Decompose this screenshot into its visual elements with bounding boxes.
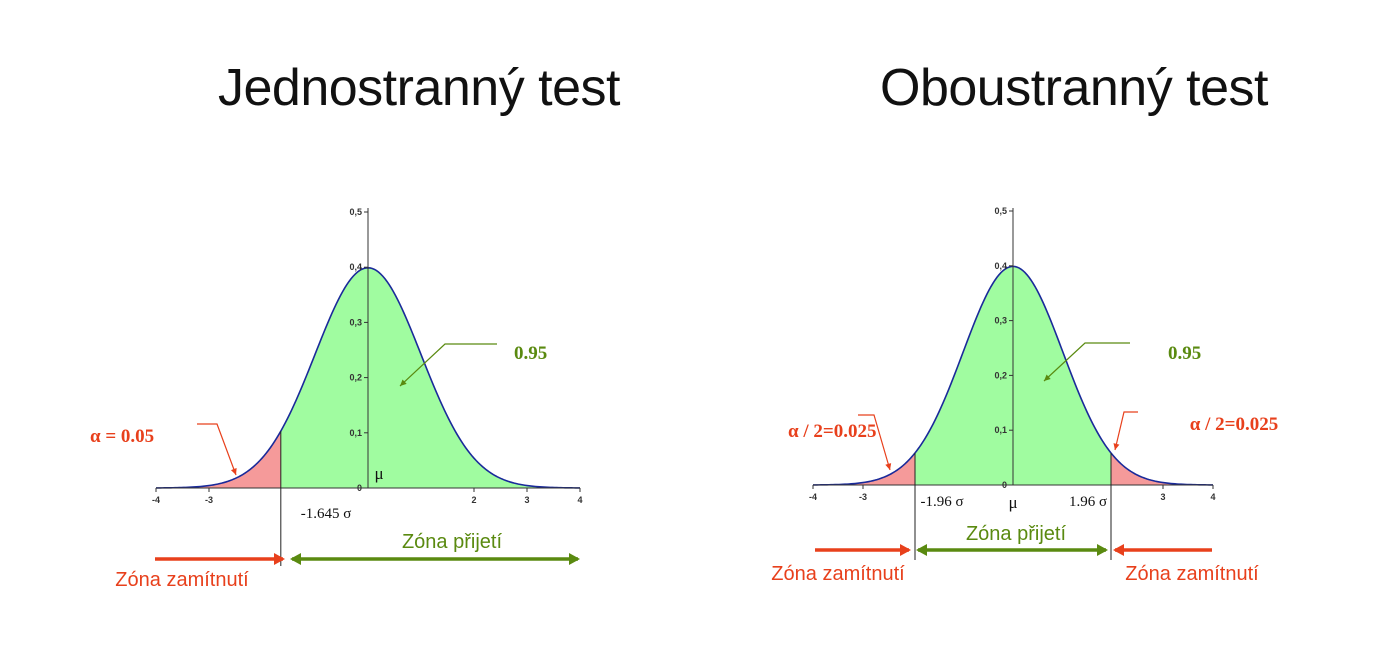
critical-value-left-label: -1.645 σ [301, 506, 352, 522]
y-tick-label: 0,3 [349, 317, 362, 327]
zone-accept-label: Zóna přijetí [966, 523, 1066, 545]
left-rejection-area-callout-label: α = 0.05 [90, 426, 154, 447]
left-rejection-area-callout-arrowhead [230, 468, 237, 475]
mu-label: μ [1008, 493, 1017, 512]
left-rejection-area-callout-label: α / 2=0.025 [788, 421, 876, 442]
right-rejection-area-callout-arrowhead [1113, 443, 1120, 450]
accept-arrow-head [290, 553, 301, 565]
y-tick-label: 0,4 [349, 262, 362, 272]
y-tick-label: 0,5 [349, 207, 362, 217]
y-tick-label: 0 [357, 483, 362, 493]
zone-accept-label: Zóna přijetí [402, 531, 502, 553]
y-tick-label: 0,3 [994, 316, 1007, 326]
reject-left-arrow-head [900, 544, 911, 556]
left-rejection-area-callout-arrowhead [885, 463, 892, 470]
acceptance-area-callout-label: 0.95 [1168, 343, 1201, 364]
rejection-region-2 [1111, 452, 1213, 485]
x-tick-label: 4 [1210, 492, 1215, 502]
x-tick-label: -3 [859, 492, 867, 502]
zone-reject-right-label: Zóna zamítnutí [1125, 563, 1259, 585]
left-rejection-area-callout-leader-line [858, 414, 891, 471]
critical-value-right-label: 1.96 σ [1069, 494, 1107, 510]
y-tick-label: 0,2 [994, 370, 1007, 380]
y-tick-label: 0,1 [994, 425, 1007, 435]
mu-label: μ [374, 464, 383, 483]
right-rejection-area-callout-label: α / 2=0.025 [1190, 414, 1278, 435]
zone-reject-left-label: Zóna zamítnutí [771, 563, 905, 585]
x-tick-label: -3 [205, 495, 213, 505]
chart-title-one-sided: Jednostranný test [218, 59, 620, 117]
reject-left-arrow-head [274, 553, 285, 565]
accept-arrow-head [569, 553, 580, 565]
acceptance-area-callout-label: 0.95 [514, 343, 547, 364]
critical-value-left-label: -1.96 σ [920, 494, 963, 510]
reject-right-arrow-head [1113, 544, 1124, 556]
x-tick-label: -4 [152, 495, 160, 505]
accept-arrow-head [916, 544, 927, 556]
left-rejection-area-callout-leader-line [197, 423, 237, 476]
y-tick-label: 0,5 [994, 206, 1007, 216]
x-tick-label: 3 [524, 495, 529, 505]
y-tick-label: 0,4 [994, 261, 1007, 271]
acceptance-area-callout-arrowhead [1044, 374, 1051, 381]
zone-reject-left-label: Zóna zamítnutí [115, 569, 249, 591]
chart-title-two-sided: Oboustranný test [880, 59, 1269, 117]
rejection-region-0 [156, 431, 281, 488]
y-tick-label: 0,1 [349, 428, 362, 438]
x-tick-label: 4 [577, 495, 582, 505]
one-sided-test-chart: 0 0,1 0,2 0,3 0,4 0,5 -4 -3 2 3 4 -1.645 σ μ 0.95 α = … [90, 207, 583, 591]
acceptance-area-callout-leader-line [1043, 342, 1130, 382]
x-tick-label: -4 [809, 492, 817, 502]
acceptance-area-callout-leader-line [399, 343, 497, 387]
right-rejection-area-callout-leader-line [1114, 411, 1138, 451]
x-tick-label: 2 [471, 495, 476, 505]
y-tick-label: 0 [1002, 480, 1007, 490]
x-tick-label: 3 [1160, 492, 1165, 502]
y-tick-label: 0,2 [349, 373, 362, 383]
rejection-region-0 [813, 452, 915, 485]
acceptance-area-callout-arrowhead [400, 379, 407, 386]
accept-arrow-head [1097, 544, 1108, 556]
